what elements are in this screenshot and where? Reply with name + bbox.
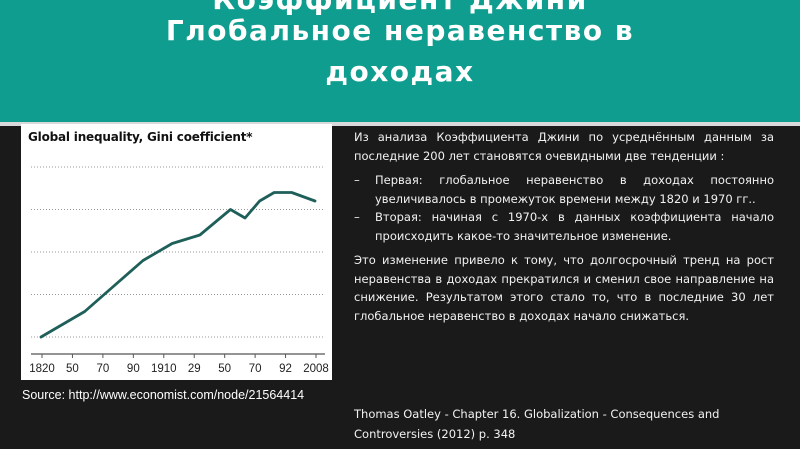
chart-x-tick-label: 1820	[29, 363, 55, 375]
header-divider	[0, 122, 800, 126]
chart-x-tick-label: 50	[218, 363, 231, 375]
citation: Thomas Oatley - Chapter 16. Globalizatio…	[354, 407, 720, 441]
trend-list: – Первая: глобальное неравенство в доход…	[354, 171, 774, 245]
chart-title: Global inequality, Gini coefficient*	[28, 130, 253, 144]
slide-header: Коэффициент Джини Глобальное неравенство…	[0, 0, 800, 122]
conclusion-paragraph: Это изменение привело к тому, что долгос…	[354, 253, 774, 323]
chart-x-tick-label: 2008	[303, 363, 329, 375]
chart-x-tick-label: 1910	[151, 363, 177, 375]
slide-title-line-1: Глобальное неравенство в	[165, 14, 635, 47]
gini-chart: Global inequality, Gini coefficient* 182…	[21, 124, 332, 380]
bullet-marker: –	[354, 173, 360, 187]
chart-x-tick-label: 70	[96, 363, 109, 375]
figure-source: Source: http://www.economist.com/node/21…	[22, 388, 305, 402]
slide-title-line-2: доходах	[325, 55, 475, 88]
trend-item-1: – Первая: глобальное неравенство в доход…	[354, 171, 774, 208]
chart-x-tick-label: 92	[279, 363, 292, 375]
chart-series-line	[39, 191, 317, 339]
chart-svg: 1820 50 70 90 1910 29 50 70 92 2008	[29, 166, 329, 375]
trend-item-text: Первая: глобальное неравенство в доходах…	[375, 173, 774, 206]
chart-x-tick-label: 70	[249, 363, 262, 375]
title-top-cut: Коэффициент Джини	[0, 0, 800, 16]
chart-x-tick-label: 29	[188, 363, 201, 375]
trend-item-text: Вторая: начиная с 1970-х в данных коэффи…	[375, 210, 774, 243]
analysis-text: Из анализа Коэффициента Джини по усреднё…	[354, 128, 774, 325]
bullet-marker: –	[354, 210, 360, 224]
intro-paragraph: Из анализа Коэффициента Джини по усреднё…	[354, 130, 774, 163]
chart-x-tick-label: 50	[66, 363, 79, 375]
trend-item-2: – Вторая: начиная с 1970-х в данных коэф…	[354, 208, 774, 245]
chart-x-tick-label: 90	[127, 363, 140, 375]
